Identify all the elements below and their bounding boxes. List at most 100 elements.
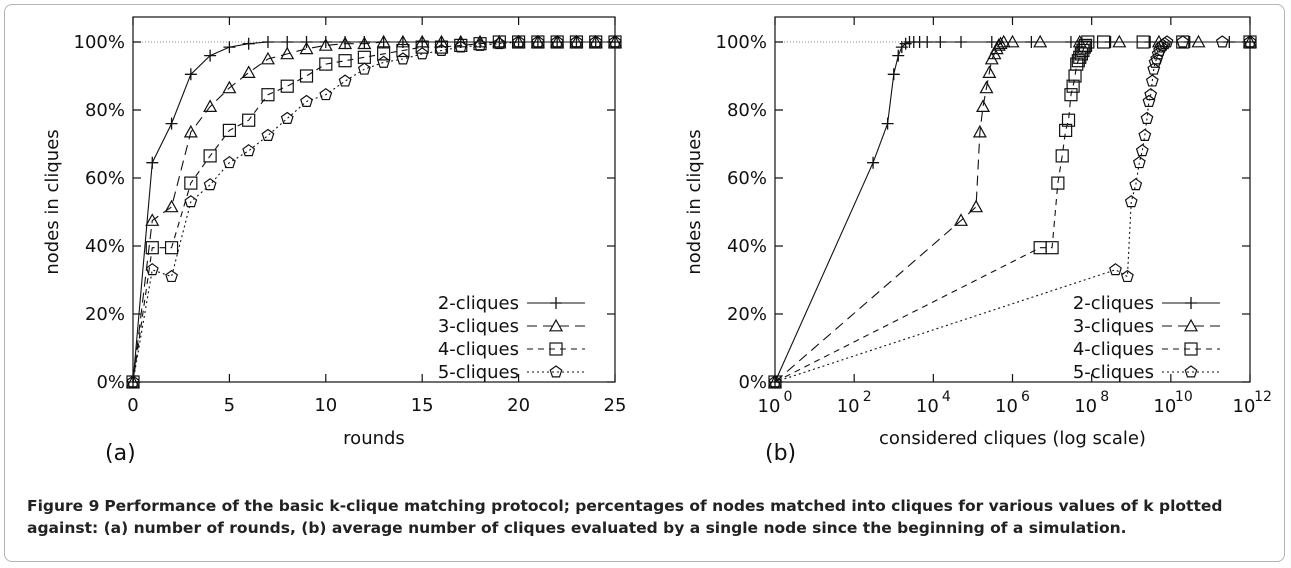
data-point	[1051, 176, 1065, 190]
data-point	[145, 263, 159, 276]
y-tick-label: 0%	[96, 372, 125, 393]
series-2-cliques	[769, 36, 1256, 388]
figure-caption: Figure 9 Performance of the basic k-cliq…	[27, 495, 1277, 539]
data-point	[1055, 149, 1069, 163]
caption-label: Figure 9	[27, 497, 100, 515]
data-point	[222, 155, 236, 169]
data-point	[1081, 35, 1095, 49]
legend-marker	[1184, 342, 1198, 356]
data-point	[608, 35, 622, 48]
data-point	[589, 35, 603, 48]
data-point	[435, 43, 448, 56]
x-tick-exponent: 8	[1100, 389, 1109, 405]
panel-label: (a)	[105, 441, 136, 466]
x-axis-label: rounds	[343, 428, 405, 449]
data-point	[357, 62, 371, 75]
legend-marker	[1184, 365, 1198, 378]
data-point	[1096, 35, 1111, 49]
data-point	[300, 94, 313, 107]
data-point	[1129, 178, 1143, 191]
data-point	[996, 34, 1011, 48]
series-4-cliques	[768, 35, 1257, 389]
x-tick-exponent: 10	[1175, 389, 1193, 405]
data-point	[1121, 269, 1134, 283]
data-point	[985, 36, 998, 48]
data-point	[299, 69, 314, 83]
data-point	[338, 54, 352, 68]
x-tick-label: 20	[507, 395, 530, 416]
legend-label: 2-cliques	[1073, 293, 1154, 314]
x-tick-exponent: 12	[1254, 389, 1272, 405]
data-point	[934, 36, 947, 48]
data-point	[887, 68, 900, 81]
data-point	[184, 195, 198, 208]
data-point	[261, 36, 274, 48]
data-point	[473, 38, 487, 51]
data-point	[164, 199, 179, 213]
series-3-cliques	[767, 34, 1258, 388]
data-point	[415, 47, 429, 60]
data-point	[280, 46, 295, 60]
data-point	[570, 35, 583, 48]
data-point	[979, 80, 994, 94]
data-point	[280, 79, 294, 93]
data-point	[260, 51, 275, 65]
legend-marker	[1183, 318, 1199, 332]
data-point	[1066, 79, 1080, 93]
y-tick-label: 0%	[738, 372, 767, 393]
data-point	[357, 36, 372, 50]
data-point	[1078, 38, 1093, 53]
data-point	[203, 99, 218, 112]
chart-panel-a: 0% 20% 40% 60% 80% 100% 0 5 10 15 20 25 rounds nodes …	[42, 16, 627, 466]
legend-label: 5-cliques	[1073, 362, 1154, 383]
data-point	[377, 47, 391, 61]
data-point	[1138, 128, 1152, 141]
data-point	[434, 40, 449, 54]
data-point	[1112, 34, 1127, 48]
series-2-cliques	[127, 36, 621, 388]
data-point	[165, 269, 178, 283]
x-tick-label: 10	[1074, 396, 1097, 417]
data-point	[338, 36, 353, 50]
panel-label: (b)	[765, 441, 796, 466]
data-point	[1132, 155, 1146, 169]
y-tick-label: 40%	[85, 236, 125, 257]
x-tick-label: 25	[604, 395, 627, 416]
data-point	[1147, 62, 1161, 75]
data-point	[454, 40, 468, 53]
data-point	[241, 65, 256, 78]
data-point	[1064, 88, 1078, 102]
data-point	[1005, 34, 1020, 48]
data-point	[1145, 74, 1159, 87]
x-tick-label: 10	[995, 396, 1018, 417]
data-point	[319, 57, 333, 71]
x-tick-label: 10	[1153, 396, 1176, 417]
data-point	[982, 65, 997, 78]
y-axis-label: nodes in cliques	[42, 129, 63, 274]
data-point	[955, 36, 968, 48]
data-point	[492, 34, 507, 48]
y-axis-label: nodes in cliques	[684, 129, 705, 274]
data-point	[376, 34, 391, 48]
data-point	[415, 40, 429, 54]
data-point	[204, 49, 217, 62]
data-point	[993, 36, 1008, 50]
data-point	[1061, 113, 1076, 127]
series-4-cliques	[126, 35, 622, 389]
y-tick-label: 20%	[85, 304, 125, 325]
legend-marker	[549, 342, 563, 356]
data-point	[126, 375, 140, 388]
figure-frame: 0% 20% 40% 60% 80% 100% 0 5 10 15 20 25 rounds nodes …	[4, 4, 1285, 562]
x-tick-label: 10	[758, 396, 781, 417]
data-point	[396, 52, 410, 65]
x-tick-label: 10	[916, 396, 939, 417]
data-point	[164, 241, 179, 255]
legend-label: 4-cliques	[438, 339, 519, 360]
y-tick-label: 40%	[727, 236, 767, 257]
data-point	[261, 128, 275, 141]
data-point	[280, 111, 294, 124]
x-tick-exponent: 6	[1021, 389, 1030, 405]
plot-frame	[132, 16, 616, 383]
data-point	[921, 36, 934, 48]
